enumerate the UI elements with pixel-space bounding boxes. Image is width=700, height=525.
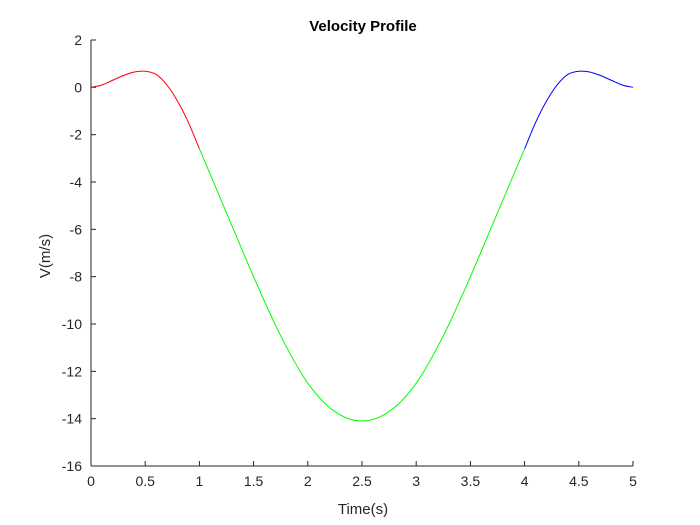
x-tick-label: 0: [87, 473, 95, 489]
x-tick-label: 2.5: [352, 473, 372, 489]
y-tick-label: 0: [74, 79, 82, 95]
y-tick-label: -14: [62, 411, 82, 427]
x-tick-label: 1.5: [244, 473, 264, 489]
y-ticks: 2 0 -2 -4 -6 -8 -10 -12 -14 -16: [62, 32, 96, 474]
x-tick-label: 1: [196, 473, 204, 489]
y-tick-label: -16: [62, 458, 82, 474]
x-tick-label: 3.5: [461, 473, 481, 489]
x-tick-label: 3: [412, 473, 420, 489]
y-tick-label: -10: [62, 316, 82, 332]
x-ticks: 0 0.5 1 1.5 2 2.5 3 3.5 4 4.5 5: [87, 461, 637, 489]
x-axis-label: Time(s): [338, 501, 388, 518]
x-tick-label: 0.5: [135, 473, 155, 489]
x-tick-label: 4.5: [569, 473, 589, 489]
x-tick-label: 5: [629, 473, 637, 489]
y-tick-label: 2: [74, 32, 82, 48]
y-tick-label: -2: [70, 127, 83, 143]
series-line-3: [524, 70, 634, 150]
y-tick-label: -8: [70, 269, 83, 285]
y-axis-label: V(m/s): [37, 234, 54, 278]
series-line-1: [90, 70, 200, 150]
series-layer: [90, 70, 634, 422]
x-tick-label: 4: [521, 473, 529, 489]
plot-area: 0 0.5 1 1.5 2 2.5 3 3.5 4 4.5 5 2 0 -2 -4 -6 -8 -10 -12 -1…: [62, 32, 637, 489]
y-tick-label: -12: [62, 363, 82, 379]
y-tick-label: -4: [70, 174, 83, 190]
x-tick-label: 2: [304, 473, 312, 489]
y-tick-label: -6: [70, 221, 83, 237]
chart-title: Velocity Profile: [309, 18, 417, 35]
series-line-2: [198, 148, 526, 422]
